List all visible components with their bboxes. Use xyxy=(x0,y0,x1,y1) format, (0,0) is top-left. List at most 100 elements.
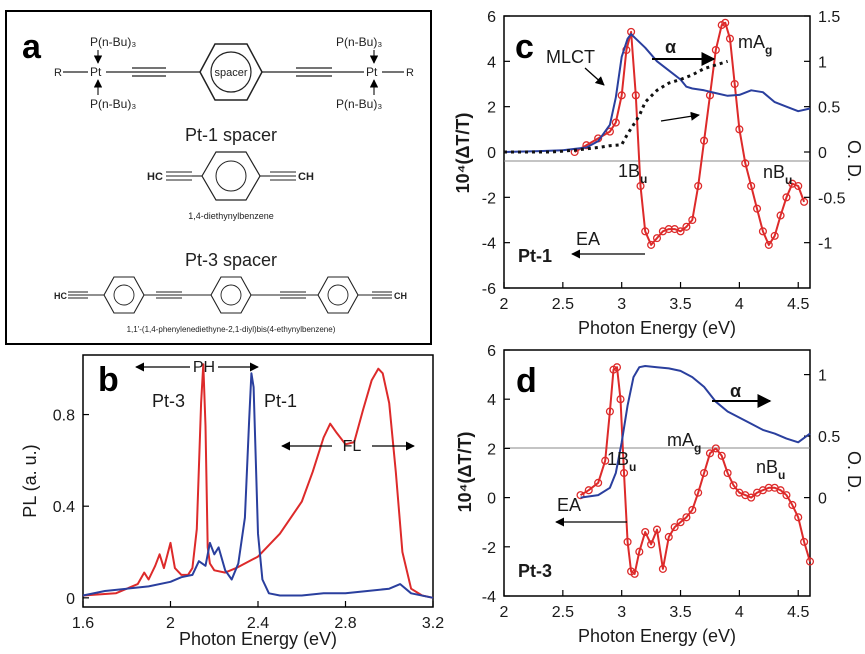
spacer-label: spacer xyxy=(214,67,247,79)
x-tick-label: 4.5 xyxy=(787,296,809,313)
panel-b-ylabel: PL (a. u.) xyxy=(20,444,40,517)
panel-d-frame xyxy=(503,349,811,597)
data-point xyxy=(725,34,735,43)
pt1-hc: HC xyxy=(147,171,163,183)
panel-c-xlabel: Photon Energy (eV) xyxy=(578,318,736,338)
label-pt3-d: Pt-3 xyxy=(518,561,552,581)
x-tick-label: 2.4 xyxy=(247,615,269,632)
y-tick-label: 4 xyxy=(487,392,496,409)
data-point xyxy=(782,193,791,202)
data-point xyxy=(611,118,620,127)
x-tick-label: 3 xyxy=(617,604,626,621)
panel-c-letter: c xyxy=(515,28,534,66)
panel-d-xlabel: Photon Energy (eV) xyxy=(578,626,736,646)
data-point xyxy=(584,486,593,495)
x-tick-label: 4.5 xyxy=(787,604,809,621)
y-tick-label: 0 xyxy=(66,591,75,608)
x-tick-label: 3 xyxy=(617,296,626,313)
data-point xyxy=(782,491,791,500)
data-point xyxy=(612,363,622,372)
x-tick-label: 3.2 xyxy=(422,615,444,632)
data-point xyxy=(682,513,691,522)
y2-tick-label: 0 xyxy=(818,491,827,508)
pt3-spacer-name: 1,1'-(1,4-phenylenediethyne-2,1-diyl)bis… xyxy=(127,325,336,334)
y-tick-label: -2 xyxy=(482,540,496,557)
data-point xyxy=(688,215,697,225)
y-tick-label: 0 xyxy=(487,491,496,508)
series-line xyxy=(504,59,729,154)
data-point xyxy=(776,486,785,495)
data-point xyxy=(641,527,650,537)
label-nbu-c: nBu xyxy=(763,162,792,187)
data-point xyxy=(717,451,726,460)
y2-tick-label: 1 xyxy=(818,368,827,385)
panel-a-letter: a xyxy=(22,28,42,66)
data-point xyxy=(747,181,756,191)
label-alpha-d: α xyxy=(730,381,741,401)
y-tick-label: -4 xyxy=(482,589,496,606)
label-nbu-d: nBu xyxy=(756,457,785,482)
y-tick-label: 4 xyxy=(487,54,496,71)
label-pt1-c: Pt-1 xyxy=(518,246,552,266)
label-1bu-c: 1Bu xyxy=(618,161,647,186)
x-tick-label: 2.5 xyxy=(552,296,574,313)
panel-b-xlabel: Photon Energy (eV) xyxy=(179,629,337,649)
panel-d: 2 2.5 3 3.5 4 4.5 -4 -2 0 2 4 6 0 0.5 1 d α mAg 1Bu nB… xyxy=(455,343,864,646)
pt1-spacer-name: 1,4-diethynylbenzene xyxy=(188,211,274,221)
pt3-ch: CH xyxy=(394,291,407,301)
data-point xyxy=(635,547,644,556)
data-point xyxy=(676,227,685,236)
data-point xyxy=(788,500,797,510)
y-tick-label: 0 xyxy=(487,145,496,162)
x-tick-label: 2.5 xyxy=(552,604,574,621)
y-tick-label: -4 xyxy=(482,236,496,253)
metal-left: Pt xyxy=(90,65,102,79)
y-tick-label: -6 xyxy=(482,281,496,298)
data-point xyxy=(641,227,650,236)
data-point xyxy=(729,481,738,490)
panel-b-letter: b xyxy=(98,361,119,399)
label-ph: PH xyxy=(193,359,215,376)
label-pt3: Pt-3 xyxy=(152,391,185,411)
panel-d-letter: d xyxy=(516,362,537,400)
panel-d-ylabel: 10⁴(ΔT/T) xyxy=(455,432,475,513)
ligand-bottom-right: P(n-Bu)₃ xyxy=(336,97,382,111)
data-point xyxy=(721,18,730,27)
data-point xyxy=(741,159,750,168)
data-point xyxy=(617,91,626,100)
data-point xyxy=(776,211,785,220)
data-point xyxy=(747,493,756,502)
data-point xyxy=(688,505,697,514)
x-tick-label: 3.5 xyxy=(669,604,691,621)
x-tick-label: 2 xyxy=(500,604,509,621)
label-mag-d: mAg xyxy=(667,430,701,455)
data-point xyxy=(647,240,656,249)
label-ea-d: EA xyxy=(557,495,581,515)
label-1bu-d: 1Bu xyxy=(607,449,636,474)
panel-a: a P(n-Bu)₃ P(n-Bu)₃ P(n-Bu)₃ P(n-Bu)₃ R … xyxy=(5,10,432,345)
r-group-right: R xyxy=(406,67,414,79)
data-point xyxy=(770,231,779,240)
y-tick-label: 6 xyxy=(487,9,496,26)
x-tick-label: 2 xyxy=(166,615,175,632)
data-point xyxy=(594,478,603,487)
data-point xyxy=(601,456,610,465)
y2-tick-label: 1.5 xyxy=(818,9,840,26)
data-point xyxy=(664,225,673,234)
metal-right: Pt xyxy=(366,65,378,79)
data-point xyxy=(694,181,703,191)
y2-tick-label: 0 xyxy=(818,145,827,162)
y-tick-label: 0.8 xyxy=(53,408,75,425)
series-line xyxy=(580,365,811,499)
y-tick-label: 2 xyxy=(487,441,496,458)
data-point xyxy=(616,395,625,404)
data-point xyxy=(764,483,773,492)
y-tick-label: 0.4 xyxy=(53,499,75,516)
data-point xyxy=(735,125,744,134)
series-line xyxy=(82,372,434,599)
label-ea-c: EA xyxy=(576,229,600,249)
panel-c: 2 2.5 3 3.5 4 4.5 -6 -4 -2 0 2 4 6 -1 -0.5 0 0.5 1 1.5 c M… xyxy=(453,9,864,338)
data-point xyxy=(623,537,632,546)
data-point xyxy=(619,468,629,478)
